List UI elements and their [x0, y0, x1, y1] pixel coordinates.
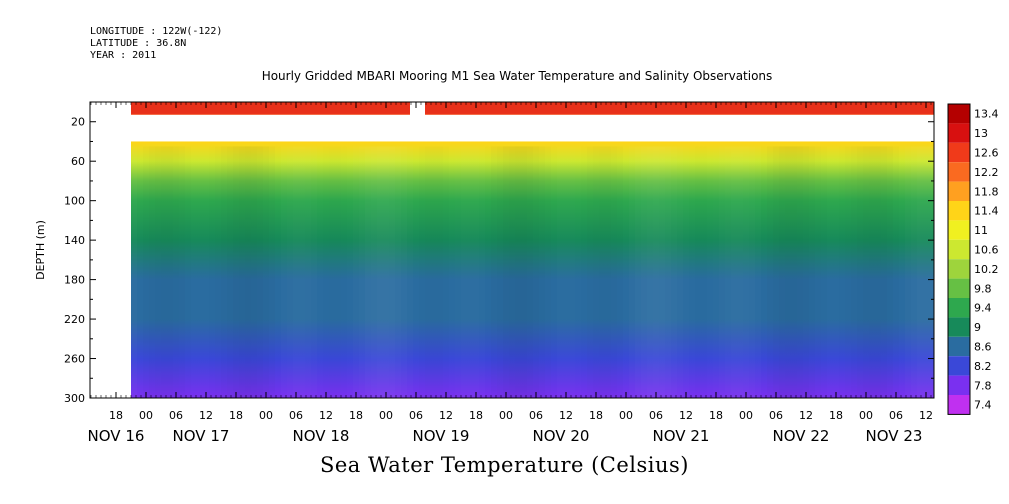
plot-area: 20 60 100 140 180 220 260 300 18 00 06 12 18 00 06 12 18…	[64, 101, 935, 445]
y-tick-label: 300	[64, 392, 85, 405]
longitude-label: LONGITUDE : 122W(-122)	[90, 26, 223, 37]
y-tick-label: 260	[64, 353, 85, 366]
x-tick-label: 18	[469, 409, 483, 422]
colorbar-swatch	[948, 162, 970, 182]
colorbar-label: 7.4	[974, 399, 992, 412]
x-tick-label: 06	[409, 409, 423, 422]
x-tick-label: 00	[139, 409, 153, 422]
x-tick-label: 18	[349, 409, 363, 422]
x-tick-label: 18	[229, 409, 243, 422]
colorbar-label: 11	[974, 224, 988, 237]
colorbar-label: 13.4	[974, 108, 999, 121]
colorbar: 13.4 13 12.6 12.2 11.8 11.4 11 10.6 10.2 9.8 9.4 9 8…	[947, 103, 999, 415]
colorbar-label: 11.8	[974, 185, 999, 198]
x-tick-label: 12	[199, 409, 213, 422]
x-day-label: NOV 20	[533, 427, 590, 445]
colorbar-label: 11.4	[974, 205, 999, 218]
x-tick-label: 18	[709, 409, 723, 422]
y-tick-label: 220	[64, 313, 85, 326]
colorbar-label: 9	[974, 321, 981, 334]
y-tick-label: 180	[64, 274, 85, 287]
colorbar-swatch	[948, 375, 970, 395]
x-tick-label: 00	[499, 409, 513, 422]
colorbar-swatch	[948, 181, 970, 201]
colorbar-swatch	[948, 356, 970, 376]
x-tick-label: 12	[679, 409, 693, 422]
x-tick-label: 00	[859, 409, 873, 422]
colorbar-swatch	[948, 317, 970, 337]
x-tick-label: 12	[559, 409, 573, 422]
colorbar-swatch	[948, 259, 970, 279]
colorbar-label: 9.8	[974, 282, 992, 295]
colorbar-frame	[947, 103, 971, 415]
y-tick-label: 140	[64, 234, 85, 247]
x-day-label: NOV 16	[88, 427, 145, 445]
x-tick-label: 18	[589, 409, 603, 422]
colorbar-swatch	[948, 239, 970, 260]
year-label: YEAR : 2011	[90, 50, 157, 61]
x-day-label: NOV 22	[773, 427, 830, 445]
x-tick-label: 06	[889, 409, 903, 422]
x-tick-label: 00	[259, 409, 273, 422]
x-tick-label: 00	[379, 409, 393, 422]
colorbar-swatch	[948, 395, 970, 415]
x-tick-label: 12	[319, 409, 333, 422]
x-day-label: NOV 21	[653, 427, 710, 445]
colorbar-swatch	[948, 104, 970, 124]
x-tick-label: 18	[109, 409, 123, 422]
x-tick-label: 12	[919, 409, 933, 422]
colorbar-label: 7.8	[974, 379, 992, 392]
x-tick-label: 06	[769, 409, 783, 422]
plot-frame	[89, 101, 935, 399]
colorbar-swatch	[948, 142, 970, 163]
latitude-label: LATITUDE : 36.8N	[90, 38, 187, 49]
colorbar-label: 10.6	[974, 244, 999, 257]
x-tick-label: 18	[829, 409, 843, 422]
variable-label: Sea Water Temperature (Celsius)	[319, 453, 689, 477]
colorbar-swatch	[948, 220, 970, 240]
x-tick-label: 06	[289, 409, 303, 422]
colorbar-swatch	[948, 201, 970, 221]
y-tick-label: 100	[64, 195, 85, 208]
x-day-label: NOV 17	[173, 427, 230, 445]
colorbar-swatch	[948, 123, 970, 143]
colorbar-label: 13	[974, 127, 988, 140]
x-tick-label: 06	[529, 409, 543, 422]
x-tick-label: 00	[619, 409, 633, 422]
colorbar-label: 12.6	[974, 147, 999, 160]
y-axis-label: DEPTH (m)	[34, 220, 47, 280]
colorbar-label: 9.4	[974, 302, 992, 315]
colorbar-label: 10.2	[974, 263, 999, 276]
x-day-label: NOV 19	[413, 427, 470, 445]
y-tick-label: 20	[71, 116, 85, 129]
y-tick-label: 60	[71, 155, 85, 168]
colorbar-label: 8.2	[974, 360, 992, 373]
x-tick-label: 06	[169, 409, 183, 422]
x-tick-label: 12	[439, 409, 453, 422]
x-tick-label: 00	[739, 409, 753, 422]
colorbar-swatch	[948, 278, 970, 298]
x-day-label: NOV 18	[293, 427, 350, 445]
x-day-label: NOV 23	[866, 427, 923, 445]
colorbar-label: 8.6	[974, 341, 992, 354]
colorbar-label: 12.2	[974, 166, 999, 179]
x-tick-label: 06	[649, 409, 663, 422]
colorbar-swatch	[948, 336, 970, 357]
chart-title: Hourly Gridded MBARI Mooring M1 Sea Wate…	[261, 69, 773, 83]
colorbar-swatch	[948, 298, 970, 318]
x-tick-label: 12	[799, 409, 813, 422]
